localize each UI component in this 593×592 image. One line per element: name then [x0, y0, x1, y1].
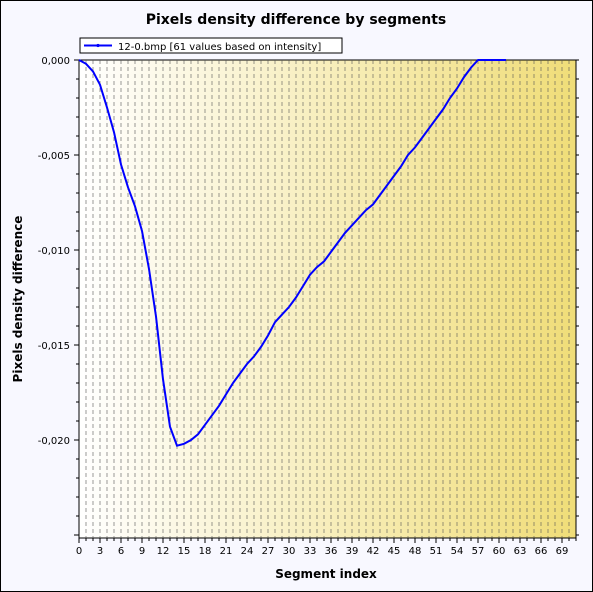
x-tick-label: 30: [283, 546, 296, 557]
x-tick-label: 39: [346, 546, 359, 557]
x-tick-label: 66: [535, 546, 548, 557]
x-tick-label: 48: [409, 546, 422, 557]
x-tick-label: 51: [430, 546, 443, 557]
y-tick-label: -0,005: [38, 151, 70, 162]
legend: 12-0.bmp [61 values based on intensity]: [79, 37, 343, 54]
x-tick-label: 21: [220, 546, 233, 557]
plot-area: [78, 59, 577, 539]
x-tick-label: 36: [325, 546, 338, 557]
x-tick-label: 6: [118, 546, 124, 557]
x-tick-label: 57: [472, 546, 485, 557]
gridlines: [85, 60, 570, 538]
x-tick-label: 9: [139, 546, 145, 557]
x-axis-label: Segment index: [275, 567, 377, 581]
y-tick-label: -0,015: [38, 341, 70, 352]
legend-box: [79, 37, 343, 54]
x-tick-label: 27: [262, 546, 275, 557]
x-tick-label: 0: [76, 546, 82, 557]
x-tick-label: 12: [157, 546, 170, 557]
x-tick-label: 60: [493, 546, 506, 557]
y-axis-ticks: 0,000 -0,005 -0,010 -0,015 -0,020: [38, 56, 579, 536]
x-axis-ticks: 0 3 6 9 12 15 18 21 24 27 30 33 36 39 42 45 48 51 54 57 60 63…: [76, 538, 577, 557]
y-tick-label: -0,020: [38, 436, 70, 447]
legend-marker: [96, 43, 100, 48]
y-tick-label: 0,000: [41, 56, 70, 67]
series-line: [78, 59, 506, 447]
y-axis-label: Pixels density difference: [11, 216, 25, 383]
y-tick-label: -0,010: [38, 246, 70, 257]
x-tick-label: 63: [514, 546, 527, 557]
x-tick-label: 69: [556, 546, 569, 557]
x-tick-label: 24: [241, 546, 254, 557]
x-tick-label: 18: [199, 546, 212, 557]
x-tick-label: 15: [178, 546, 191, 557]
chart-title: Pixels density difference by segments: [146, 12, 447, 28]
x-tick-label: 33: [304, 546, 317, 557]
x-tick-label: 54: [451, 546, 464, 557]
x-tick-label: 3: [97, 546, 103, 557]
x-tick-label: 42: [367, 546, 380, 557]
x-tick-label: 45: [388, 546, 401, 557]
legend-label: 12-0.bmp [61 values based on intensity]: [118, 42, 321, 53]
